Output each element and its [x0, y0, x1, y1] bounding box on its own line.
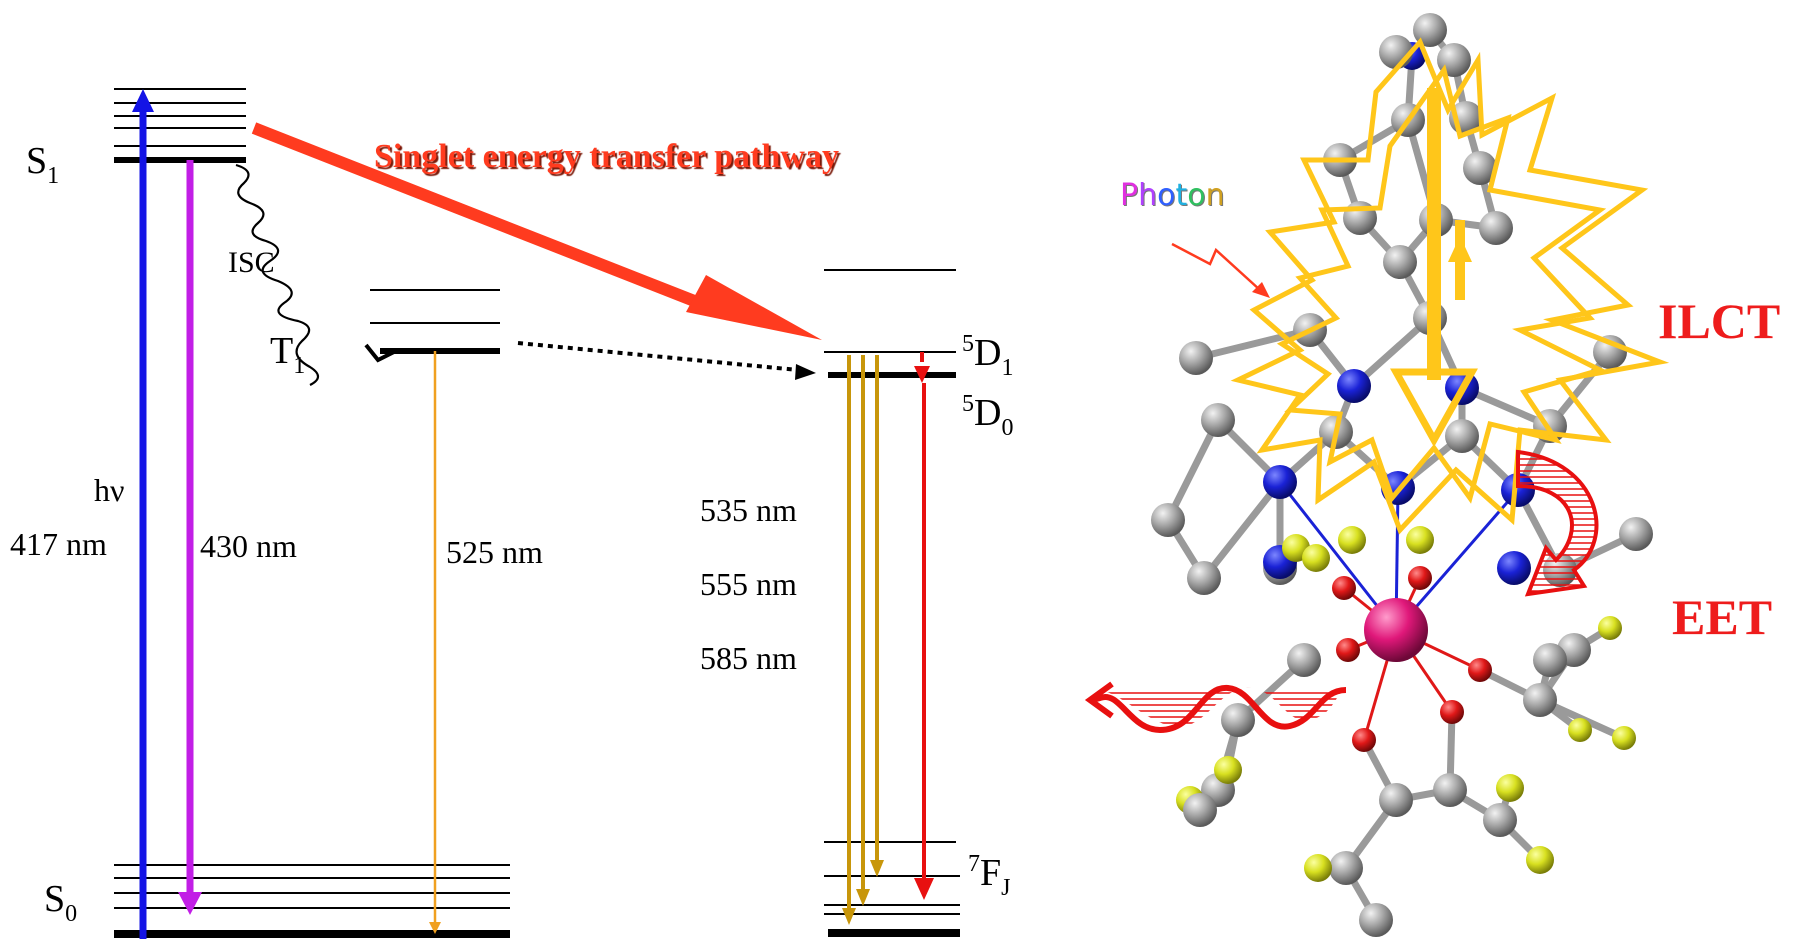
carbon-atom: [1179, 341, 1213, 375]
fluorine-atom: [1612, 726, 1636, 750]
bond: [1192, 326, 1314, 362]
carbon-atom: [1413, 13, 1447, 47]
oxygen-atom: [1332, 576, 1356, 600]
carbon-atom: [1445, 419, 1479, 453]
carbon-atom: [1433, 773, 1467, 807]
emission-585: 585 nm: [700, 640, 797, 676]
fluorine-atom: [1406, 526, 1434, 554]
nitrogen-atom: [1497, 551, 1531, 585]
molecule-atoms: [1151, 13, 1653, 937]
s1-label: S1: [26, 140, 60, 189]
isc-label: ISC: [228, 246, 275, 279]
oxygen-atom: [1440, 700, 1464, 724]
carbon-atom: [1383, 245, 1417, 279]
singlet-transfer-arrow: [251, 122, 822, 340]
singlet-pathway-label: Singlet energy transfer pathway: [374, 138, 839, 175]
fluorine-atom: [1598, 616, 1622, 640]
hv-label: hν: [94, 472, 125, 508]
eu-levels: [824, 269, 960, 937]
excitation-wavelength: 417 nm: [10, 526, 107, 562]
carbon-atom: [1463, 151, 1497, 185]
carbon-atom: [1187, 561, 1221, 595]
fluorine-atom: [1338, 526, 1366, 554]
s1-levels: [114, 88, 246, 163]
carbon-atom: [1287, 643, 1321, 677]
fluorescence-arrow: [178, 160, 202, 915]
5d0-label: 5D0: [962, 391, 1014, 441]
emission-555: 555 nm: [700, 566, 797, 602]
oxygen-atom: [1408, 566, 1432, 590]
fluorescence-wavelength: 430 nm: [200, 528, 297, 564]
bond: [1164, 416, 1222, 524]
carbon-atom: [1619, 517, 1653, 551]
fluorine-atom: [1568, 718, 1592, 742]
carbon-atom: [1533, 643, 1567, 677]
europium-atom: [1364, 598, 1428, 662]
fluorine-atom: [1496, 774, 1524, 802]
carbon-atom: [1201, 403, 1235, 437]
phosphorescence-arrow: [429, 351, 441, 934]
emission-wave: [1084, 681, 1347, 734]
photon-letter: h: [1138, 178, 1158, 213]
carbon-atom: [1483, 803, 1517, 837]
carbon-atom: [1479, 211, 1513, 245]
s0-label: S0: [44, 878, 78, 927]
5d1-label: 5D1: [962, 331, 1014, 381]
photon-letter: o: [1187, 178, 1206, 213]
ilct-arrows: [1390, 88, 1478, 448]
photon-letter: P: [1120, 178, 1139, 213]
carbon-atom: [1221, 703, 1255, 737]
carbon-atom: [1379, 783, 1413, 817]
photon-letter: n: [1205, 178, 1225, 213]
fluorine-atom: [1304, 854, 1332, 882]
carbon-atom: [1151, 503, 1185, 537]
isc-wavy-arrow: [235, 163, 395, 386]
ilct-star-burst: [1230, 37, 1670, 535]
excitation-arrow: [132, 89, 154, 939]
bond: [1200, 478, 1284, 582]
t1-levels: [370, 289, 500, 354]
eu-emission-arrows: [842, 352, 934, 925]
t1-label: T1: [270, 330, 306, 379]
oxygen-atom: [1352, 728, 1376, 752]
fluorine-atom: [1302, 544, 1330, 572]
photon-label: Photon: [1120, 178, 1225, 213]
europium-complex-structure: [1151, 13, 1653, 937]
eet-label: EET: [1672, 589, 1773, 645]
fluorine-atom: [1214, 756, 1242, 784]
carbon-atom: [1359, 903, 1393, 937]
triplet-transfer-arrow: [517, 341, 816, 380]
carbon-atom: [1329, 851, 1363, 885]
carbon-atom: [1183, 793, 1217, 827]
ilct-label: ILCT: [1658, 293, 1781, 349]
photon-arrow: [1171, 242, 1270, 298]
carbon-atom: [1523, 683, 1557, 717]
phosphorescence-wavelength: 525 nm: [446, 534, 543, 570]
emission-535: 535 nm: [700, 492, 797, 528]
7fj-label: 7FJ: [968, 851, 1011, 901]
fluorine-atom: [1526, 846, 1554, 874]
photon-letter: o: [1157, 178, 1176, 213]
oxygen-atom: [1336, 638, 1360, 662]
s0-levels: [114, 864, 510, 938]
photon-letter: t: [1175, 178, 1188, 213]
nitrogen-atom: [1337, 369, 1371, 403]
eet-curved-arrow: [1516, 449, 1599, 597]
oxygen-atom: [1468, 658, 1492, 682]
nitrogen-atom: [1263, 465, 1297, 499]
